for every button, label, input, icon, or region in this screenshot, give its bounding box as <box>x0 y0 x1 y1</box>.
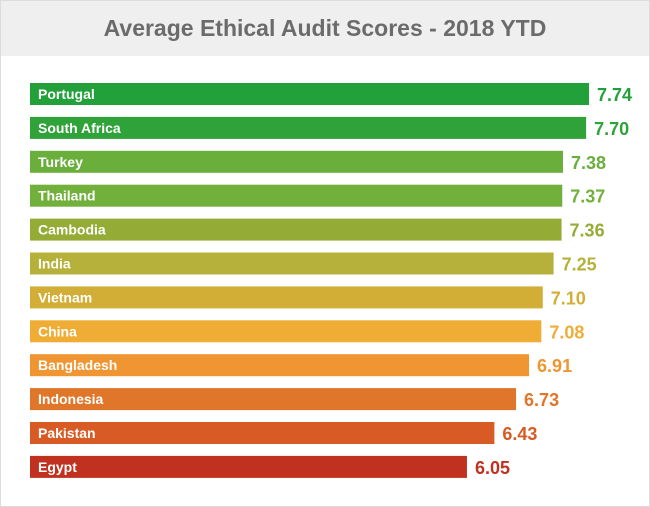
bar-india <box>30 252 554 275</box>
category-label: India <box>38 256 71 272</box>
value-label: 7.36 <box>570 221 605 241</box>
category-label: Cambodia <box>38 222 106 238</box>
bar-china <box>30 320 542 343</box>
value-label: 6.05 <box>475 458 510 478</box>
value-label: 7.37 <box>570 187 605 207</box>
category-label: Indonesia <box>38 391 104 407</box>
bar-portugal <box>30 83 589 105</box>
bar-indonesia <box>30 388 517 411</box>
category-label: Vietnam <box>38 289 92 305</box>
value-label: 7.74 <box>597 85 632 105</box>
bar-egypt <box>30 455 467 478</box>
category-label: Pakistan <box>38 425 96 441</box>
bar-cambodia <box>30 218 562 241</box>
bar-vietnam <box>30 286 543 309</box>
bar-bangladesh <box>30 354 530 377</box>
category-label: Portugal <box>38 86 95 102</box>
value-label: 7.38 <box>571 153 606 173</box>
category-label: Egypt <box>38 459 77 475</box>
bar-south-africa <box>30 116 587 139</box>
title-bar <box>1 1 649 56</box>
value-label: 6.73 <box>524 390 559 410</box>
category-label: South Africa <box>38 120 121 136</box>
chart-title: Average Ethical Audit Scores - 2018 YTD <box>103 15 547 41</box>
category-label: China <box>38 323 77 339</box>
bar-pakistan <box>30 422 495 444</box>
value-label: 7.70 <box>594 119 629 139</box>
category-label: Bangladesh <box>38 357 117 373</box>
category-label: Thailand <box>38 188 96 204</box>
value-label: 7.10 <box>551 288 586 308</box>
value-label: 6.91 <box>537 356 572 376</box>
value-label: 7.08 <box>549 322 584 342</box>
bar-thailand <box>30 184 563 207</box>
category-label: Turkey <box>38 154 83 170</box>
value-label: 6.43 <box>502 424 537 444</box>
value-label: 7.25 <box>562 255 597 275</box>
bar-turkey <box>30 150 563 173</box>
